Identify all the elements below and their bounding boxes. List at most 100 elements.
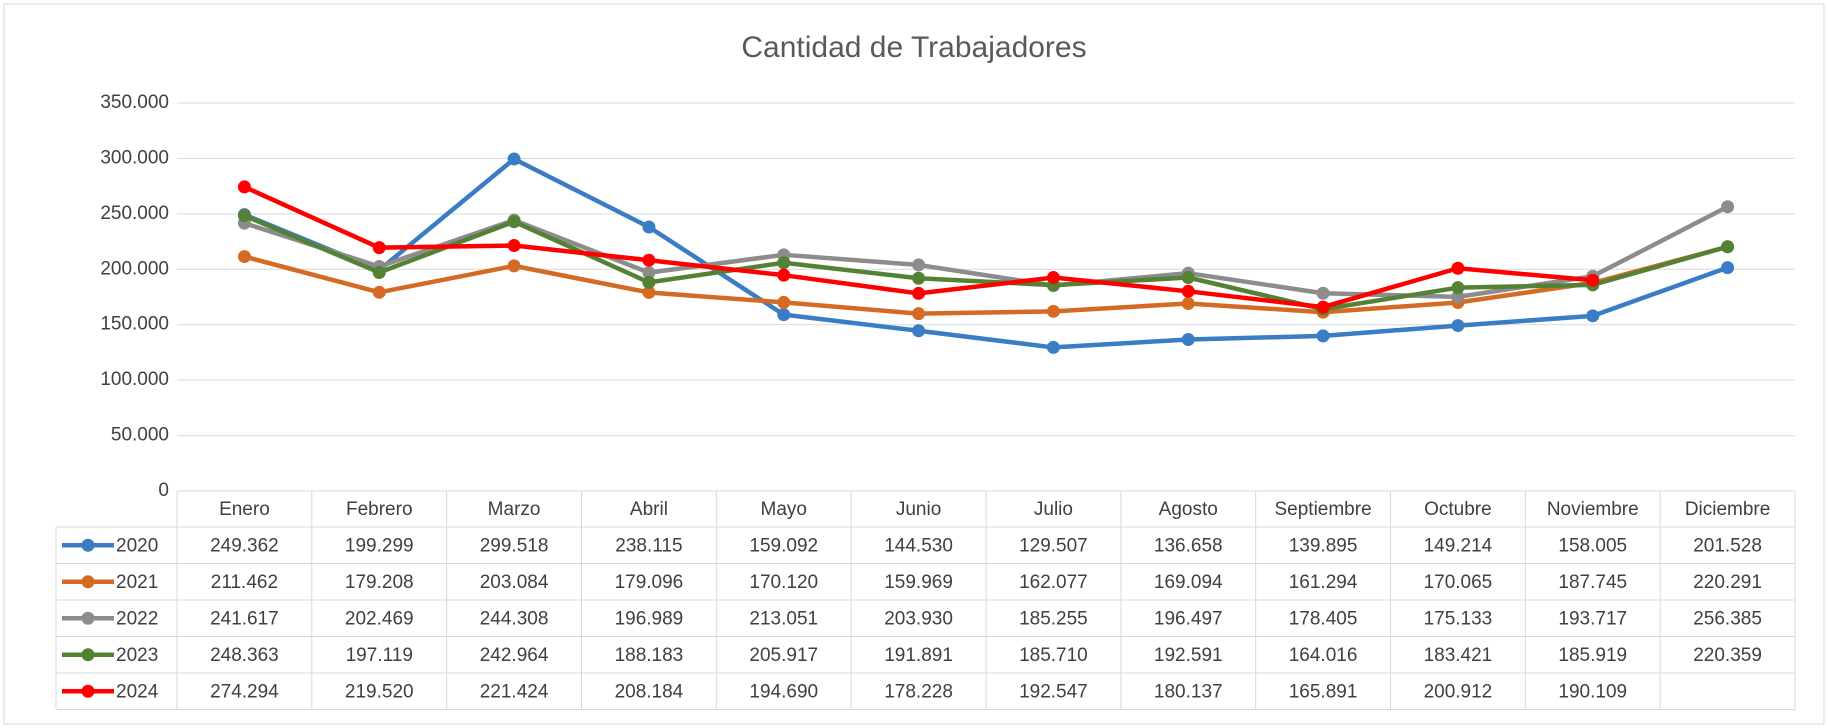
table-cell: 219.520 xyxy=(345,681,414,702)
table-cell: 199.299 xyxy=(345,535,414,556)
table-cell: 274.294 xyxy=(210,681,279,702)
table-cell: 220.291 xyxy=(1693,572,1762,593)
legend-label: 2021 xyxy=(116,572,158,593)
table-cell: 248.363 xyxy=(210,645,279,666)
point xyxy=(1181,284,1195,298)
x-tick-label: Junio xyxy=(896,499,941,520)
table-cell: 183.421 xyxy=(1424,645,1493,666)
table-cell: 191.891 xyxy=(884,645,953,666)
table-cell: 221.424 xyxy=(480,681,549,702)
x-tick-label: Enero xyxy=(219,499,270,520)
table-cell: 241.617 xyxy=(210,608,279,629)
table-cell: 161.294 xyxy=(1289,572,1358,593)
y-tick-label: 100.000 xyxy=(100,369,169,390)
point xyxy=(777,295,791,309)
point xyxy=(1586,273,1600,287)
table-cell: 193.717 xyxy=(1558,608,1627,629)
x-tick-label: Mayo xyxy=(761,499,807,520)
table-cell: 185.710 xyxy=(1019,645,1088,666)
point xyxy=(642,253,656,267)
x-tick-label: Agosto xyxy=(1159,499,1218,520)
table-cell: 244.308 xyxy=(480,608,549,629)
table-cell: 200.912 xyxy=(1424,681,1493,702)
point xyxy=(912,286,926,300)
y-tick-label: 150.000 xyxy=(100,314,169,335)
point xyxy=(1451,281,1465,295)
table-cell: 158.005 xyxy=(1558,535,1627,556)
table-cell: 188.183 xyxy=(615,645,684,666)
point xyxy=(1451,261,1465,275)
table-cell: 208.184 xyxy=(615,681,684,702)
chart-border xyxy=(3,3,1825,725)
point xyxy=(912,271,926,285)
table-cell: 149.214 xyxy=(1424,535,1493,556)
table-cell: 203.084 xyxy=(480,572,549,593)
table-cell: 139.895 xyxy=(1289,535,1358,556)
y-tick-label: 300.000 xyxy=(100,147,169,168)
table-cell: 196.497 xyxy=(1154,608,1223,629)
table-cell: 205.917 xyxy=(749,645,818,666)
point xyxy=(1046,271,1060,285)
y-tick-label: 250.000 xyxy=(100,203,169,224)
chart-title: Cantidad de Trabajadores xyxy=(741,31,1086,64)
table-cell: 178.405 xyxy=(1289,608,1358,629)
table-cell: 175.133 xyxy=(1424,608,1493,629)
point xyxy=(642,285,656,299)
legend-marker xyxy=(81,648,95,662)
x-tick-label: Julio xyxy=(1034,499,1073,520)
x-tick-label: Diciembre xyxy=(1685,499,1771,520)
point xyxy=(642,275,656,289)
table-cell: 162.077 xyxy=(1019,572,1088,593)
point xyxy=(1181,270,1195,284)
y-tick-label: 350.000 xyxy=(100,92,169,113)
table-cell: 185.919 xyxy=(1558,645,1627,666)
legend-label: 2022 xyxy=(116,608,158,629)
x-tick-label: Febrero xyxy=(346,499,413,520)
x-tick-label: Noviembre xyxy=(1547,499,1639,520)
table-cell: 197.119 xyxy=(346,645,413,666)
point xyxy=(372,241,386,255)
point xyxy=(1586,309,1600,323)
point xyxy=(642,220,656,234)
point xyxy=(1721,261,1735,275)
table-cell: 187.745 xyxy=(1558,572,1627,593)
table-cell: 170.120 xyxy=(749,572,818,593)
legend-marker xyxy=(81,575,95,589)
table-cell: 180.137 xyxy=(1154,681,1223,702)
point xyxy=(237,180,251,194)
table-cell: 159.969 xyxy=(884,572,953,593)
table-cell: 194.690 xyxy=(749,681,818,702)
point xyxy=(642,266,656,280)
point xyxy=(507,239,521,253)
legend-marker xyxy=(81,684,95,698)
point xyxy=(912,324,926,338)
point xyxy=(1721,240,1735,254)
table-cell: 203.930 xyxy=(884,608,953,629)
table-cell: 129.507 xyxy=(1019,535,1088,556)
table-cell: 178.228 xyxy=(884,681,953,702)
y-tick-label: 0 xyxy=(158,480,169,501)
table-cell: 179.208 xyxy=(345,572,414,593)
point xyxy=(1451,290,1465,304)
point xyxy=(1451,319,1465,333)
table-cell: 179.096 xyxy=(615,572,684,593)
legend-marker xyxy=(81,538,95,552)
series-line xyxy=(243,213,1729,312)
point xyxy=(237,250,251,264)
table-cell: 159.092 xyxy=(749,535,818,556)
table-cell: 202.469 xyxy=(345,608,414,629)
table-cell: 144.530 xyxy=(884,535,953,556)
table-cell: 170.065 xyxy=(1424,572,1493,593)
table-cell: 299.518 xyxy=(480,535,549,556)
table-cell: 185.255 xyxy=(1019,608,1088,629)
point xyxy=(372,285,386,299)
point xyxy=(777,256,791,270)
table-cell: 213.051 xyxy=(749,608,818,629)
legend-label: 2020 xyxy=(116,535,158,556)
legend-label: 2023 xyxy=(116,645,158,666)
table-cell: 242.964 xyxy=(480,645,549,666)
point xyxy=(507,215,521,229)
point xyxy=(777,308,791,322)
table-cell: 165.891 xyxy=(1289,681,1358,702)
